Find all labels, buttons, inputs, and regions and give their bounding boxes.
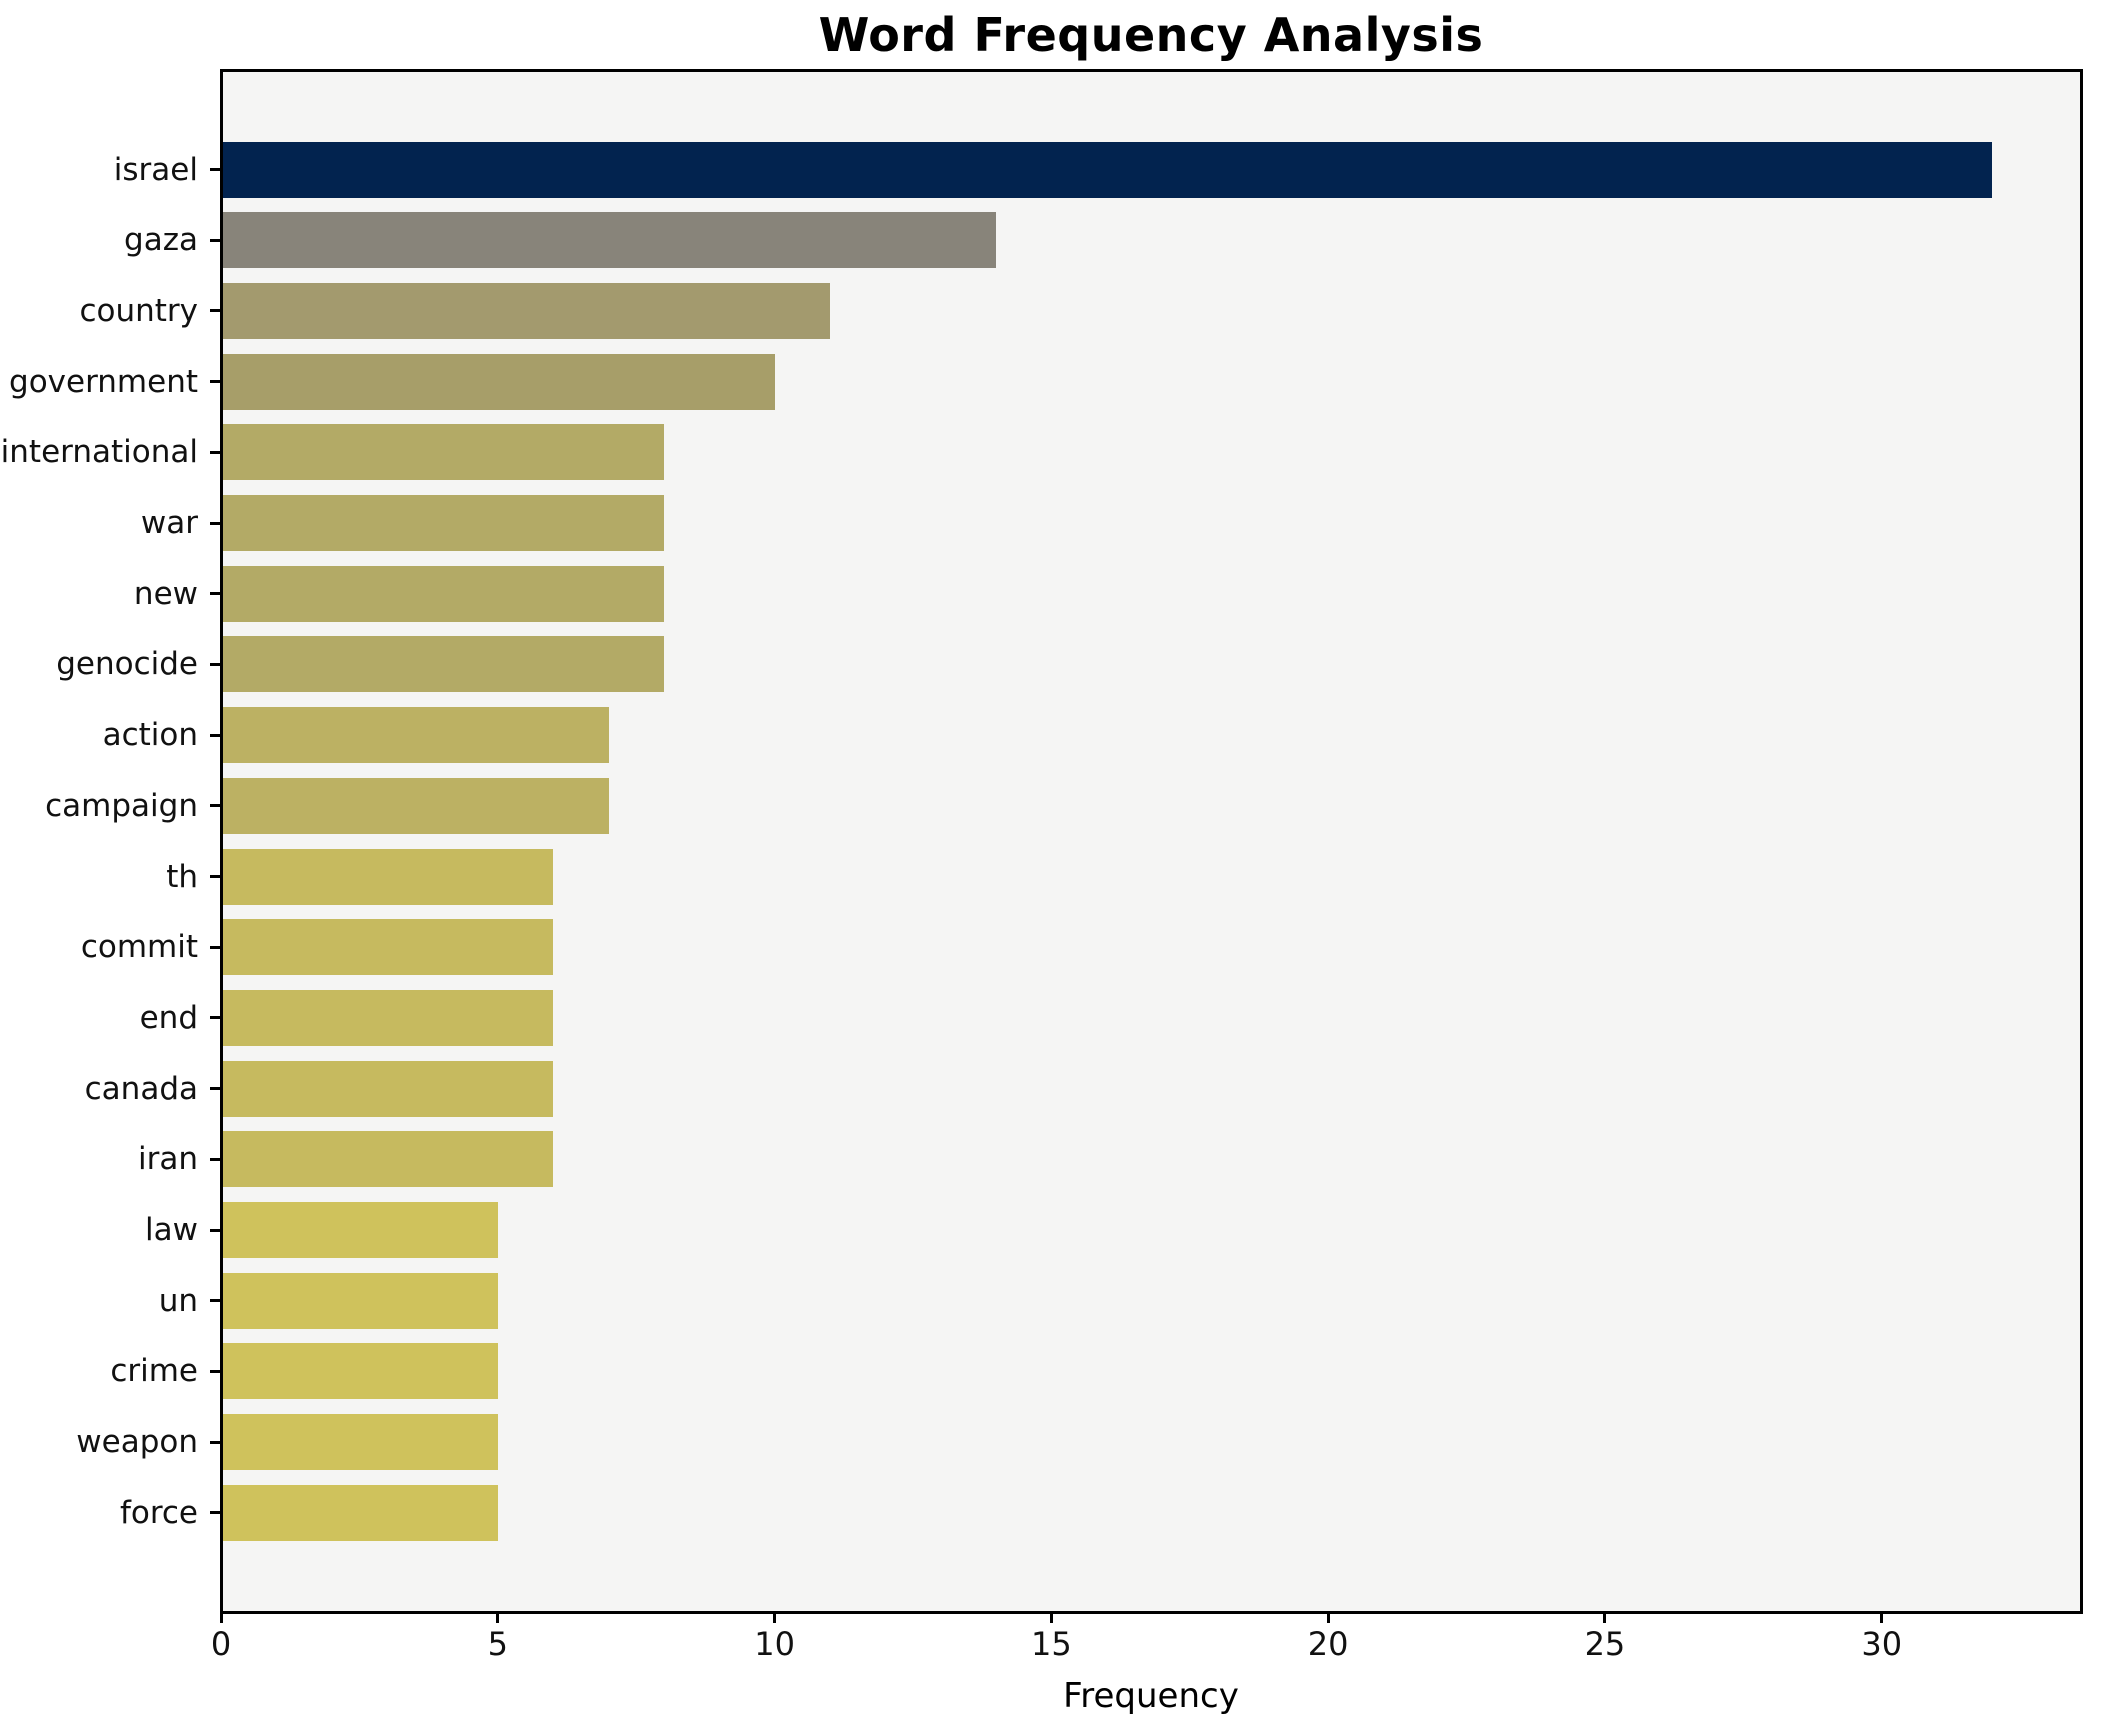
x-tick-label-25: 25	[1584, 1625, 1626, 1663]
y-tick-crime	[210, 1369, 221, 1373]
bar-commit	[221, 919, 554, 976]
y-tick-force	[210, 1511, 221, 1515]
y-tick-label-canada: canada	[84, 1070, 198, 1107]
x-tick-label-30: 30	[1861, 1625, 1903, 1663]
bar-law	[221, 1202, 498, 1258]
spine-bottom	[219, 1610, 2083, 1614]
bar-weapon	[221, 1414, 498, 1471]
y-tick-commit	[210, 945, 221, 949]
bar-war	[221, 495, 664, 551]
x-tick-25	[1603, 1612, 1607, 1623]
y-tick-campaign	[210, 804, 221, 808]
y-tick-label-war: war	[140, 505, 198, 541]
x-tick-label-5: 5	[487, 1625, 508, 1663]
y-tick-israel	[210, 168, 221, 171]
spine-left	[219, 68, 223, 1614]
bar-israel	[221, 141, 1993, 198]
bar-force	[221, 1484, 498, 1541]
y-tick-label-th: th	[166, 858, 198, 895]
y-tick-label-weapon: weapon	[76, 1424, 198, 1461]
y-tick-canada	[210, 1087, 221, 1091]
bar-genocide	[221, 636, 664, 693]
bar-end	[221, 989, 554, 1046]
x-tick-0	[219, 1612, 223, 1623]
y-tick-label-commit: commit	[80, 929, 198, 966]
y-tick-label-campaign: campaign	[45, 787, 198, 824]
bar-international	[221, 424, 664, 481]
bar-canada	[221, 1060, 554, 1117]
x-tick-20	[1326, 1612, 1330, 1623]
y-tick-label-international: international	[0, 434, 198, 471]
x-tick-10	[773, 1612, 777, 1623]
y-tick-international	[210, 450, 221, 454]
y-tick-iran	[210, 1157, 221, 1161]
y-tick-un	[210, 1299, 221, 1303]
y-tick-label-crime: crime	[110, 1353, 198, 1390]
y-tick-new	[210, 592, 221, 596]
y-tick-label-un: un	[158, 1282, 198, 1319]
y-tick-label-new: new	[133, 575, 198, 612]
bar-th	[221, 848, 554, 905]
bar-action	[221, 707, 609, 764]
y-tick-end	[210, 1016, 221, 1020]
x-tick-label-10: 10	[754, 1625, 795, 1663]
chart-title: Word Frequency Analysis	[818, 8, 1484, 62]
spine-right	[2079, 68, 2083, 1614]
y-tick-genocide	[210, 662, 221, 666]
bar-iran	[221, 1131, 554, 1188]
bar-new	[221, 565, 664, 622]
x-tick-label-20: 20	[1307, 1625, 1349, 1663]
y-tick-label-government: government	[9, 363, 198, 400]
y-tick-war	[210, 521, 221, 525]
bar-government	[221, 353, 775, 410]
y-tick-country	[210, 309, 221, 313]
y-tick-label-country: country	[79, 292, 198, 329]
spine-top	[219, 68, 2083, 72]
y-tick-label-end: end	[139, 999, 198, 1036]
bar-un	[221, 1272, 498, 1329]
y-tick-th	[210, 875, 221, 878]
y-tick-label-israel: israel	[113, 151, 198, 188]
y-tick-weapon	[210, 1440, 221, 1444]
y-tick-label-genocide: genocide	[56, 646, 198, 683]
x-tick-15	[1049, 1612, 1053, 1623]
y-tick-government	[210, 380, 221, 384]
x-tick-5	[496, 1612, 500, 1623]
y-tick-label-iran: iran	[137, 1141, 198, 1178]
y-tick-gaza	[210, 238, 221, 242]
x-tick-label-15: 15	[1030, 1625, 1072, 1663]
bar-country	[221, 282, 830, 339]
y-tick-law	[210, 1228, 221, 1232]
bar-crime	[221, 1343, 498, 1400]
x-tick-label-0: 0	[210, 1625, 232, 1663]
y-tick-action	[210, 733, 221, 737]
y-tick-label-action: action	[102, 717, 198, 754]
x-tick-30	[1880, 1612, 1884, 1623]
y-tick-label-gaza: gaza	[124, 222, 198, 259]
x-axis-title: Frequency	[1063, 1676, 1239, 1716]
bar-campaign	[221, 777, 609, 834]
y-tick-label-law: law	[145, 1212, 198, 1248]
bar-gaza	[221, 212, 996, 269]
y-tick-label-force: force	[119, 1494, 198, 1531]
